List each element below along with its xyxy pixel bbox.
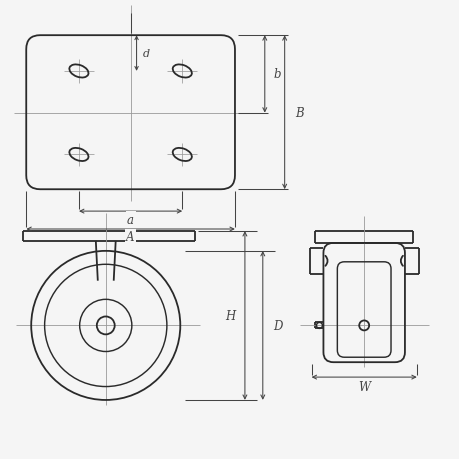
Text: B: B	[295, 106, 303, 119]
Text: D: D	[272, 319, 281, 332]
Text: W: W	[358, 380, 369, 393]
Text: a: a	[127, 213, 134, 226]
Text: d: d	[142, 49, 149, 59]
Text: A: A	[126, 231, 134, 244]
Text: H: H	[224, 309, 235, 322]
Text: b: b	[273, 68, 280, 81]
